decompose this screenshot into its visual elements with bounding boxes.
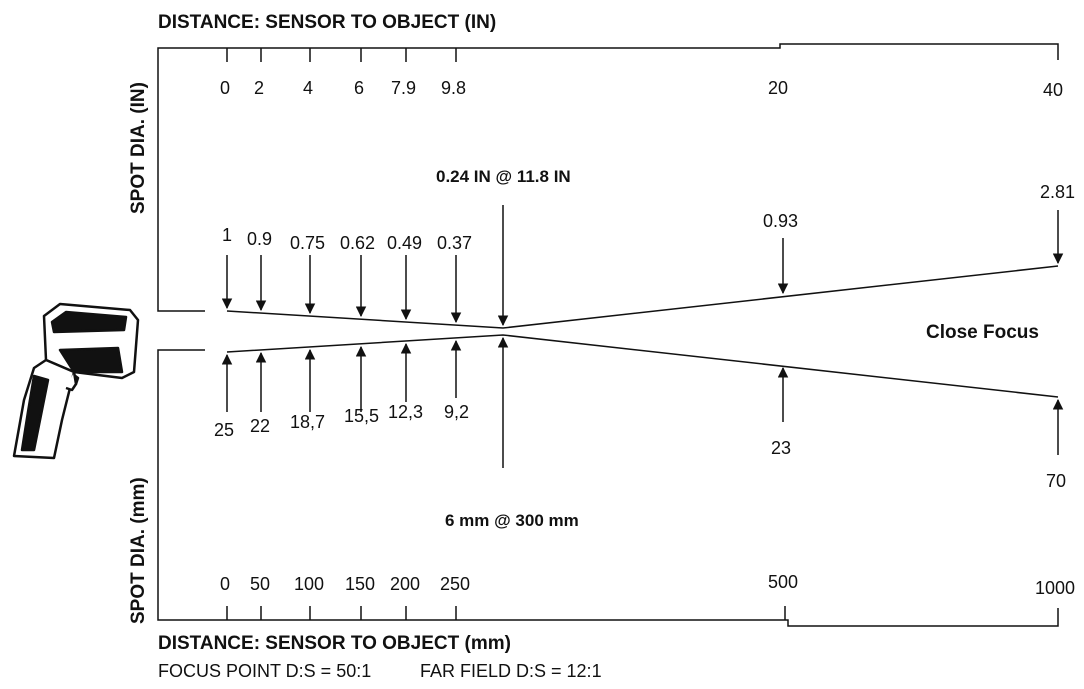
spot-in-value: 0.9 xyxy=(247,229,272,250)
bottom-tick-marks xyxy=(227,606,785,620)
top-tick-label: 40 xyxy=(1043,80,1063,101)
bottom-tick-label: 500 xyxy=(768,572,798,593)
focus-note-mm: 6 mm @ 300 mm xyxy=(445,511,579,531)
beam-upper-line xyxy=(227,266,1058,328)
beam-lower-line xyxy=(227,335,1058,397)
spot-in-value: 0.93 xyxy=(763,211,798,232)
top-tick-label: 4 xyxy=(303,78,313,99)
spot-mm-value: 15,5 xyxy=(344,406,379,427)
bottom-tick-label: 100 xyxy=(294,574,324,595)
top-tick-label: 9.8 xyxy=(441,78,466,99)
spot-mm-value: 23 xyxy=(771,438,791,459)
spot-in-value: 0.37 xyxy=(437,233,472,254)
spot-in-arrows xyxy=(227,205,1058,325)
top-frame xyxy=(158,44,1058,311)
top-tick-marks xyxy=(227,48,456,62)
spot-in-value: 0.75 xyxy=(290,233,325,254)
spot-mm-value: 22 xyxy=(250,416,270,437)
spot-in-value: 2.81 xyxy=(1040,182,1075,203)
bottom-axis-title: DISTANCE: SENSOR TO OBJECT (mm) xyxy=(158,633,511,655)
focus-point-ratio: FOCUS POINT D:S = 50:1 xyxy=(158,661,371,682)
spot-mm-arrows xyxy=(227,338,1058,468)
far-field-ratio: FAR FIELD D:S = 12:1 xyxy=(420,661,602,682)
infrared-thermometer-icon xyxy=(14,304,138,458)
spot-mm-value: 12,3 xyxy=(388,402,423,423)
close-focus-label: Close Focus xyxy=(926,322,1039,344)
top-tick-label: 6 xyxy=(354,78,364,99)
top-tick-label: 20 xyxy=(768,78,788,99)
bottom-tick-label: 50 xyxy=(250,574,270,595)
bottom-tick-label: 150 xyxy=(345,574,375,595)
bottom-tick-label: 200 xyxy=(390,574,420,595)
spot-mm-value: 18,7 xyxy=(290,412,325,433)
top-tick-label: 7.9 xyxy=(391,78,416,99)
bottom-frame xyxy=(158,350,1058,626)
bottom-tick-label: 250 xyxy=(440,574,470,595)
spot-mm-value: 25 xyxy=(214,420,234,441)
spot-mm-value: 9,2 xyxy=(444,402,469,423)
bottom-tick-label: 1000 xyxy=(1035,578,1075,599)
top-axis-title: DISTANCE: SENSOR TO OBJECT (IN) xyxy=(158,12,496,34)
left-axis-title-mm: SPOT DIA. (mm) xyxy=(128,477,150,624)
left-axis-title-in: SPOT DIA. (IN) xyxy=(128,82,150,214)
top-tick-label: 0 xyxy=(220,78,230,99)
spot-in-value: 0.49 xyxy=(387,233,422,254)
spot-in-value: 1 xyxy=(222,225,232,246)
spot-in-value: 0.62 xyxy=(340,233,375,254)
bottom-tick-label: 0 xyxy=(220,574,230,595)
focus-note-in: 0.24 IN @ 11.8 IN xyxy=(436,167,571,187)
top-tick-label: 2 xyxy=(254,78,264,99)
spot-mm-value: 70 xyxy=(1046,471,1066,492)
